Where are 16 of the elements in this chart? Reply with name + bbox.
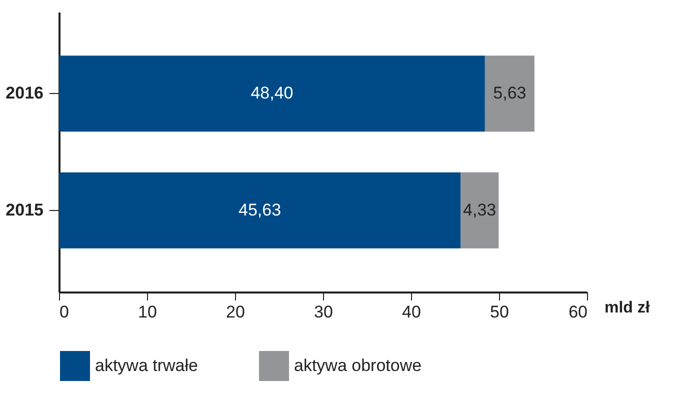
x-tick-label: 20 bbox=[226, 302, 245, 322]
x-tick-label: 50 bbox=[490, 302, 509, 322]
x-tick-label: 30 bbox=[314, 302, 333, 322]
data-label: 48,40 bbox=[250, 84, 294, 103]
x-tick-label: 60 bbox=[568, 302, 588, 322]
legend-label: aktywa obrotowe bbox=[294, 356, 422, 375]
y-tick-label: 2016 bbox=[6, 84, 44, 103]
x-tick-label: 10 bbox=[138, 302, 157, 322]
y-tick-label: 2015 bbox=[6, 200, 44, 220]
data-label: 5,63 bbox=[493, 84, 526, 103]
x-tick-label: 40 bbox=[402, 302, 421, 322]
data-label: 45,63 bbox=[238, 200, 282, 220]
x-axis-title: mld zł bbox=[604, 300, 650, 316]
data-label: 4,33 bbox=[463, 200, 496, 220]
x-tick-label: 0 bbox=[60, 302, 69, 322]
legend-label: aktywa trwałe bbox=[95, 356, 198, 375]
